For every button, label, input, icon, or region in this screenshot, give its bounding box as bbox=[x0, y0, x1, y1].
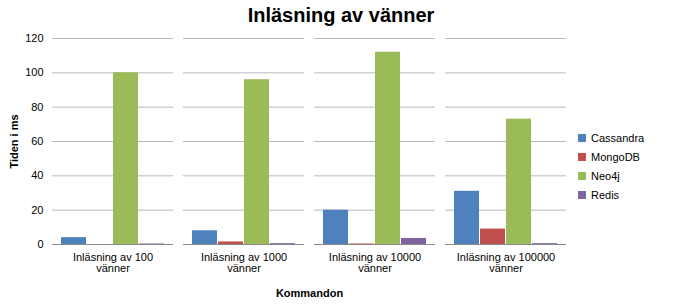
svg-text:Inläsning av 100000vänner: Inläsning av 100000vänner bbox=[457, 251, 555, 274]
html-text:Neo4j: Neo4j bbox=[591, 169, 620, 182]
svg-text:60: 60 bbox=[31, 135, 43, 147]
html-text:MongoDB: MongoDB bbox=[591, 150, 640, 163]
svg-text:Inläsning av 10000vänner: Inläsning av 10000vänner bbox=[329, 251, 421, 274]
svg-text:Inläsning av 100vänner: Inläsning av 100vänner bbox=[73, 251, 153, 274]
svg-text:0: 0 bbox=[37, 238, 43, 250]
svg-text:40: 40 bbox=[31, 169, 43, 181]
html-text:Inläsning av vänner: Inläsning av vänner bbox=[247, 4, 435, 26]
svg-text:20: 20 bbox=[31, 204, 43, 216]
svg-text:80: 80 bbox=[31, 101, 43, 113]
svg-text:Inläsning av 1000vänner: Inläsning av 1000vänner bbox=[201, 251, 287, 274]
svg-text:100: 100 bbox=[25, 66, 43, 78]
svg-text:Tiden i ms: Tiden i ms bbox=[8, 114, 20, 168]
html-text:Redis: Redis bbox=[591, 188, 620, 201]
html-text:Cassandra: Cassandra bbox=[591, 131, 645, 144]
svg-text:Kommandon: Kommandon bbox=[276, 287, 344, 299]
svg-text:120: 120 bbox=[25, 32, 43, 44]
